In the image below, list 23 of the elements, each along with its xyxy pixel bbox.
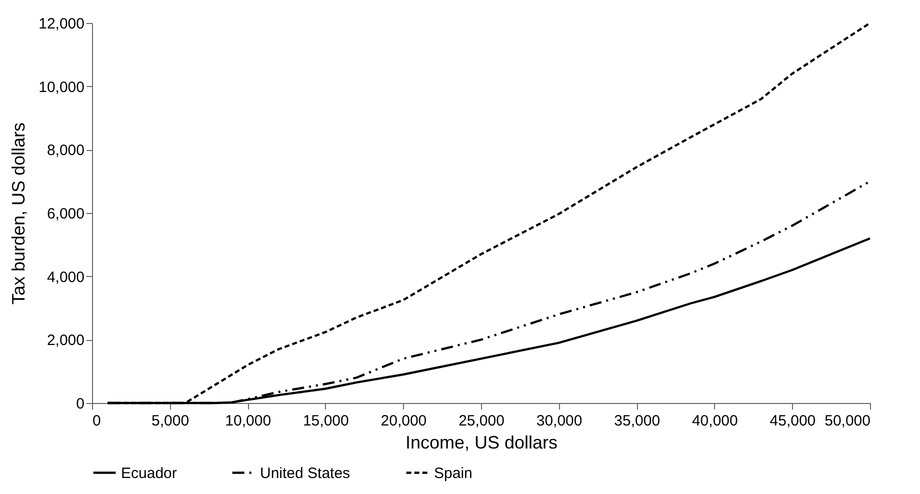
- y-tick-label: 2,000: [46, 332, 84, 350]
- x-tick-label: 35,000: [614, 412, 660, 430]
- x-tick-label: 50,000: [824, 412, 870, 430]
- y-axis-title: Tax burden, US dollars: [8, 122, 29, 305]
- x-tick-label: 30,000: [536, 412, 582, 430]
- legend-label: United States: [260, 464, 350, 482]
- x-tick-label: 10,000: [225, 412, 272, 430]
- x-tick-label: 5,000: [152, 412, 190, 430]
- x-tick-label: 40,000: [692, 412, 738, 430]
- x-tick-label: 0: [92, 412, 101, 430]
- x-axis-title: Income, US dollars: [405, 432, 558, 452]
- x-tick-label: 15,000: [302, 412, 349, 430]
- y-tick-label: 10,000: [38, 78, 84, 96]
- legend-label: Spain: [434, 464, 472, 482]
- y-tick-label: 6,000: [46, 206, 84, 222]
- y-tick-label: 8,000: [46, 142, 84, 160]
- y-tick-label: 0: [76, 396, 84, 412]
- y-tick-label: 4,000: [46, 268, 84, 286]
- legend-label: Ecuador: [121, 464, 177, 482]
- x-tick-label: 25,000: [458, 412, 504, 430]
- y-tick-label: 12,000: [38, 16, 84, 32]
- x-tick-label: 45,000: [770, 412, 816, 430]
- x-tick-label: 20,000: [380, 412, 427, 430]
